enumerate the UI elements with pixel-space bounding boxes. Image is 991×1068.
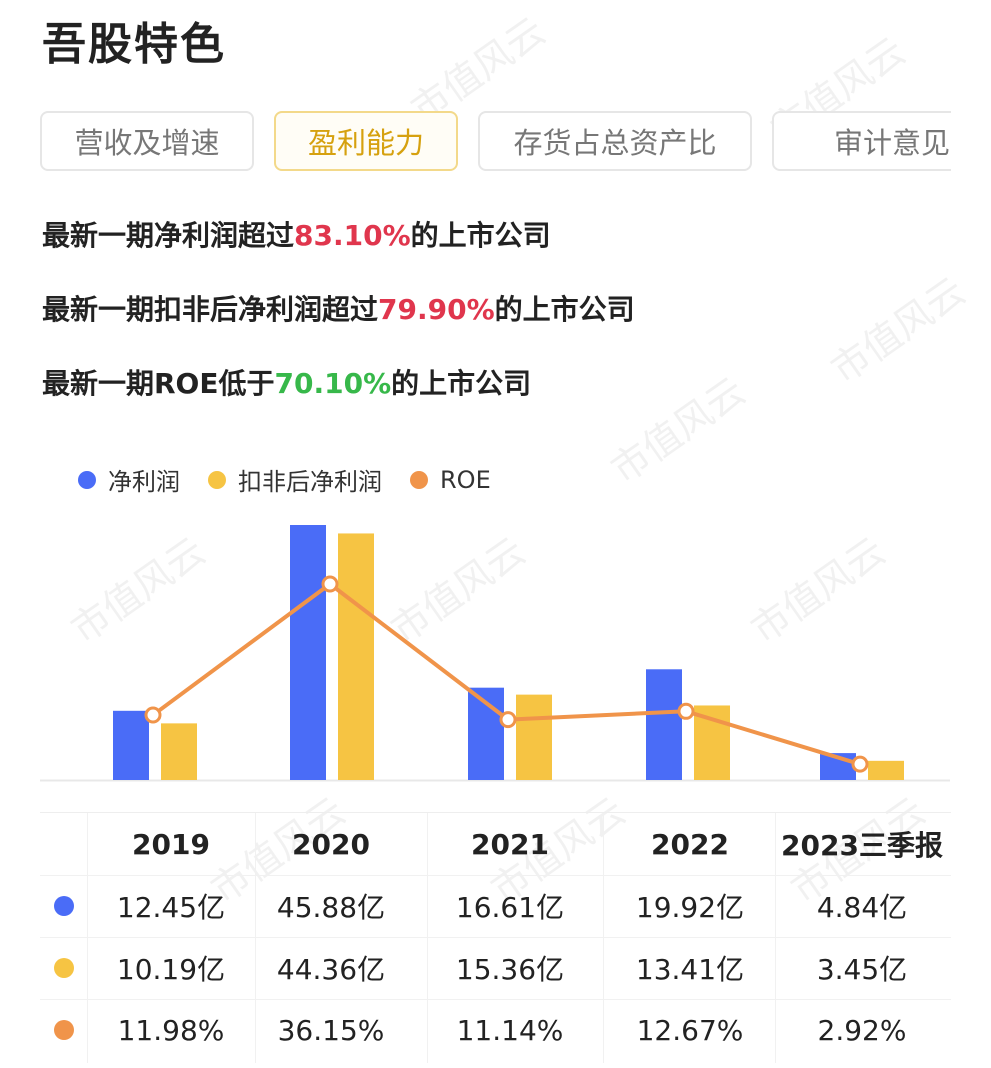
roe-point[interactable]	[321, 575, 339, 593]
roe-point[interactable]	[851, 755, 869, 773]
table-divider	[40, 875, 951, 876]
tab-revenue-growth[interactable]: 营收及增速	[40, 111, 254, 171]
table-row-deducted-net-profit: 10.19亿 44.36亿 15.36亿 13.41亿 3.45亿	[40, 937, 951, 999]
table-cell: 15.36亿	[455, 953, 565, 986]
watermark: 市值风云	[603, 368, 753, 492]
profit-chart	[40, 525, 950, 782]
table-cell: 12.45亿	[116, 891, 226, 924]
roe-line	[151, 582, 861, 767]
bar-deducted-net-profit[interactable]	[338, 533, 374, 780]
stat-suffix: 的上市公司	[391, 367, 532, 400]
page-title: 吾股特色	[42, 19, 226, 70]
table-divider	[255, 813, 256, 1063]
table-divider	[40, 999, 951, 1000]
stat-prefix: 最新一期净利润超过	[42, 219, 295, 252]
table-cell: 12.67%	[636, 1013, 744, 1047]
table-cell: 3.45亿	[816, 953, 908, 986]
stat-roe: 最新一期ROE低于70.10%的上市公司	[42, 362, 531, 402]
legend-label: 扣非后净利润	[238, 468, 382, 496]
legend-item-net-profit[interactable]: 净利润	[78, 462, 180, 497]
table-divider	[775, 813, 776, 1063]
stat-deducted-net-profit: 最新一期扣非后净利润超过79.90%的上市公司	[42, 288, 635, 328]
table-cell: 36.15%	[277, 1013, 385, 1047]
series-dot	[54, 896, 74, 916]
legend-label: 净利润	[108, 468, 180, 496]
stat-value: 70.10%	[274, 367, 392, 400]
table-cell: 11.14%	[456, 1013, 564, 1047]
table-cell: 19.92亿	[635, 891, 745, 924]
table-header-cell: 2020	[292, 827, 370, 861]
table-cell: 44.36亿	[276, 953, 386, 986]
watermark: 市值风云	[823, 268, 973, 392]
stat-prefix: 最新一期ROE低于	[42, 367, 275, 400]
stat-value: 79.90%	[378, 293, 495, 326]
stat-suffix: 的上市公司	[494, 293, 635, 326]
stat-value: 83.10%	[294, 219, 411, 252]
table-cell: 11.98%	[117, 1013, 225, 1047]
series-dot	[54, 958, 74, 978]
roe-point[interactable]	[499, 711, 517, 729]
legend-dot	[410, 470, 428, 489]
legend-dot	[208, 470, 226, 489]
table-divider	[427, 813, 428, 1063]
table-divider	[40, 937, 951, 938]
tab-bar: 营收及增速 盈利能力 存货占总资产比 审计意见	[40, 111, 951, 173]
table-cell: 45.88亿	[276, 891, 386, 924]
bar-net-profit[interactable]	[113, 710, 149, 780]
legend-dot	[78, 470, 96, 489]
table-header-row: 2019 2020 2021 2022 2023三季报	[40, 813, 951, 875]
table-divider	[87, 813, 88, 1063]
bar-net-profit[interactable]	[646, 669, 682, 780]
data-table: 2019 2020 2021 2022 2023三季报 12.45亿 45.88亿 16.61…	[40, 812, 951, 1063]
table-header-cell: 2023三季报	[781, 829, 943, 862]
table-header-cell: 2019	[132, 827, 210, 861]
bar-deducted-net-profit[interactable]	[161, 723, 197, 780]
table-row-net-profit: 12.45亿 45.88亿 16.61亿 19.92亿 4.84亿	[40, 875, 951, 937]
roe-point[interactable]	[677, 702, 695, 720]
tab-inventory-ratio[interactable]: 存货占总资产比	[478, 111, 752, 171]
table-cell: 2.92%	[817, 1013, 907, 1047]
stat-suffix: 的上市公司	[410, 219, 551, 252]
tab-profitability[interactable]: 盈利能力	[274, 111, 458, 171]
bar-deducted-net-profit[interactable]	[868, 760, 904, 780]
table-cell: 16.61亿	[455, 891, 565, 924]
bar-deducted-net-profit[interactable]	[516, 694, 552, 780]
chart-legend: 净利润 扣非后净利润 ROE	[78, 462, 519, 497]
table-divider	[603, 813, 604, 1063]
legend-item-roe[interactable]: ROE	[410, 466, 491, 494]
table-cell: 13.41亿	[635, 953, 745, 986]
table-cell: 4.84亿	[816, 891, 908, 924]
bar-net-profit[interactable]	[290, 525, 326, 780]
tab-audit-opinion[interactable]: 审计意见	[772, 111, 951, 171]
table-cell: 10.19亿	[116, 953, 226, 986]
stat-prefix: 最新一期扣非后净利润超过	[42, 293, 379, 326]
legend-label: ROE	[440, 465, 491, 494]
roe-point[interactable]	[144, 706, 162, 724]
table-row-roe: 11.98% 36.15% 11.14% 12.67% 2.92%	[40, 999, 951, 1061]
table-header-cell: 2021	[471, 827, 549, 861]
legend-item-deducted-net-profit[interactable]: 扣非后净利润	[208, 462, 382, 497]
stat-net-profit: 最新一期净利润超过83.10%的上市公司	[42, 214, 551, 254]
table-header-cell: 2022	[651, 827, 729, 861]
series-dot	[54, 1020, 74, 1040]
